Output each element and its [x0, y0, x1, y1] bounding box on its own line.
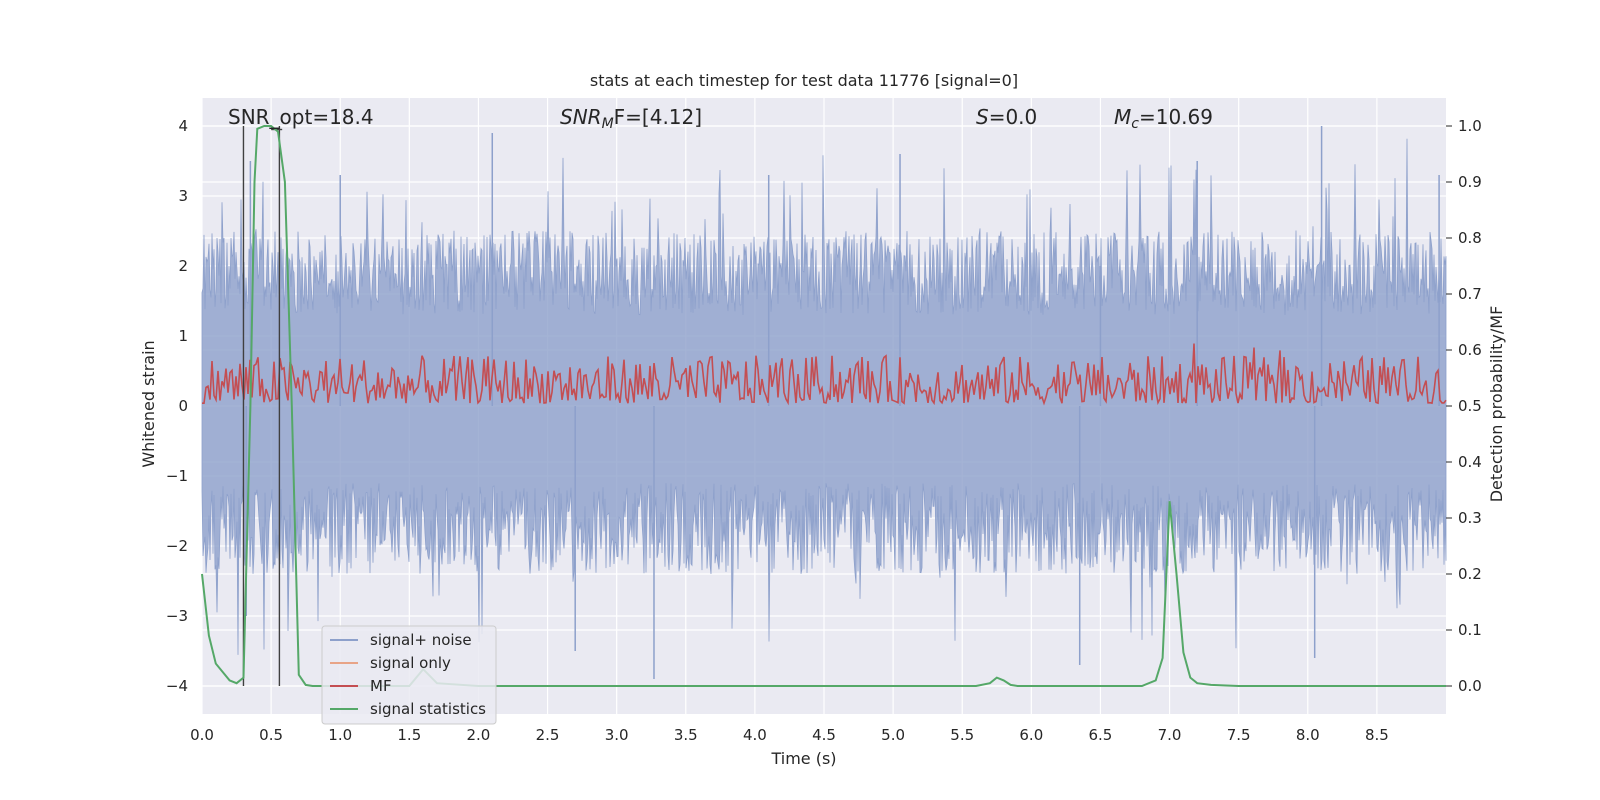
x-tick-label: 1.5	[397, 726, 421, 744]
annotation-mc-rest: =10.69	[1139, 105, 1213, 129]
annotation-snr-opt: SNR_opt=18.4	[228, 105, 374, 129]
annotation-mc-sub: c	[1131, 116, 1139, 132]
annotation-snr-mf: SNRMF=[4.12]	[560, 105, 702, 132]
x-tick-label: 5.0	[881, 726, 905, 744]
legend-label-noise: signal+ noise	[370, 631, 472, 649]
x-tick-label: 0.0	[190, 726, 214, 744]
y-tick-label-right: 0.8	[1458, 229, 1482, 247]
legend-label-signal: signal only	[370, 654, 451, 672]
annotation-snr-mf-sub: M	[602, 116, 614, 132]
y-tick-label-left: −1	[166, 467, 188, 485]
y-tick-label-left: 0	[178, 397, 188, 415]
y-axis-label-right: Detection probability/MF	[1487, 306, 1506, 503]
annotation-snr-mf-rest: F=[4.12]	[614, 105, 702, 129]
legend: signal+ noise signal only MF signal stat…	[321, 625, 497, 725]
annotation-s: S=0.0	[976, 105, 1037, 129]
x-tick-label: 1.0	[328, 726, 352, 744]
y-tick-label-left: −4	[166, 677, 188, 695]
x-tick-label: 8.5	[1365, 726, 1389, 744]
y-tick-label-right: 1.0	[1458, 117, 1482, 135]
x-tick-label: 3.0	[605, 726, 629, 744]
legend-label-mf: MF	[370, 677, 392, 695]
y-tick-label-left: −2	[166, 537, 188, 555]
y-tick-label-right: 0.7	[1458, 285, 1482, 303]
y-tick-label-left: 1	[178, 327, 188, 345]
y-tick-label-right: 0.5	[1458, 397, 1482, 415]
y-tick-label-right: 0.1	[1458, 621, 1482, 639]
x-tick-label: 2.5	[536, 726, 560, 744]
annotation-mc-name: M	[1114, 105, 1131, 129]
y-axis-label-left: Whitened strain	[139, 340, 158, 467]
y-tick-label-right: 0.4	[1458, 453, 1482, 471]
legend-box	[321, 625, 497, 725]
x-axis-label: Time (s)	[770, 749, 836, 768]
x-tick-label: 5.5	[950, 726, 974, 744]
x-tick-label: 3.5	[674, 726, 698, 744]
y-tick-label-left: 3	[178, 187, 188, 205]
x-tick-label: 7.5	[1227, 726, 1251, 744]
y-tick-label-left: 2	[178, 257, 188, 275]
x-tick-label: 7.0	[1158, 726, 1182, 744]
x-tick-label: 6.0	[1019, 726, 1043, 744]
y-tick-label-right: 0.9	[1458, 173, 1482, 191]
annotation-s-name: S	[976, 105, 989, 129]
x-tick-label: 6.5	[1089, 726, 1113, 744]
axes: 0.0 0.5 1.0 1.5 2.0 2.5 3.0 3.5 4.0 4.5 5.0 5.5 6.0 6…	[166, 117, 1482, 744]
mf-trace	[202, 343, 1447, 406]
y-tick-label-left: 4	[178, 117, 188, 135]
y-tick-label-left: −3	[166, 607, 188, 625]
mf-series	[202, 343, 1447, 406]
y-tick-label-right: 0.2	[1458, 565, 1482, 583]
x-tick-label: 4.0	[743, 726, 767, 744]
x-tick-label: 0.5	[259, 726, 283, 744]
legend-label-stats: signal statistics	[370, 700, 486, 718]
annotation-snr-mf-name: SNR	[560, 105, 602, 129]
y-tick-label-right: 0.6	[1458, 341, 1482, 359]
chart-title: stats at each timestep for test data 117…	[590, 71, 1018, 90]
y-tick-label-right: 0.3	[1458, 509, 1482, 527]
annotation-s-rest: =0.0	[989, 105, 1038, 129]
x-tick-label: 2.0	[467, 726, 491, 744]
annotation-mc: Mc=10.69	[1114, 105, 1213, 132]
y-tick-label-right: 0.0	[1458, 677, 1482, 695]
x-tick-label: 4.5	[812, 726, 836, 744]
x-tick-label: 8.0	[1296, 726, 1320, 744]
